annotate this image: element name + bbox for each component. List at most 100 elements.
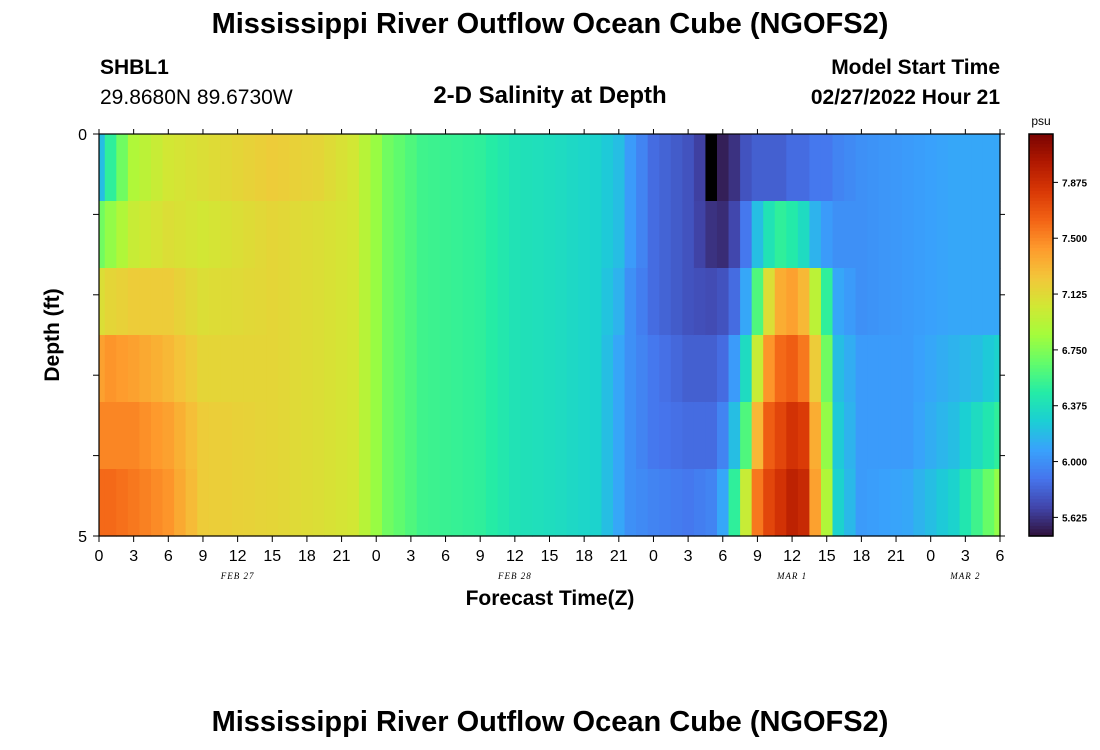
heatmap-cell — [254, 469, 268, 537]
heatmap-cell — [670, 335, 683, 403]
heatmap-cell — [289, 134, 302, 202]
heatmap-cell — [254, 134, 268, 202]
colorbar-segment — [1029, 308, 1053, 313]
colorbar-segment — [1029, 268, 1053, 272]
heatmap-cell — [809, 134, 822, 202]
x-tick-label: 3 — [961, 548, 970, 565]
heatmap-cell — [116, 402, 129, 470]
heatmap-cell — [243, 268, 256, 336]
heatmap-cell — [670, 134, 683, 202]
heatmap-cell — [728, 335, 741, 403]
colorbar-tick-label: 6.375 — [1062, 402, 1087, 413]
colorbar-segment — [1029, 170, 1053, 175]
colorbar-segment — [1029, 532, 1053, 537]
heatmap-cell — [266, 134, 279, 202]
colorbar-segment — [1029, 288, 1053, 293]
heatmap-cell — [509, 201, 522, 269]
colorbar-segment — [1029, 515, 1053, 520]
heatmap-cell — [659, 335, 672, 403]
colorbar-segment — [1029, 455, 1053, 460]
colorbar-segment — [1029, 415, 1053, 420]
heatmap-cell — [555, 335, 568, 403]
heatmap-cell — [312, 402, 325, 470]
heatmap-cell — [959, 201, 972, 269]
heatmap-cell — [716, 402, 730, 470]
heatmap-cell — [243, 134, 256, 202]
heatmap-cell — [324, 469, 337, 537]
heatmap-cell — [832, 335, 845, 403]
heatmap-cell — [231, 134, 244, 202]
heatmap-cells — [99, 134, 1001, 537]
colorbar-segment — [1029, 485, 1053, 490]
heatmap-cell — [428, 201, 441, 269]
x-tick-label: 12 — [506, 548, 524, 565]
heatmap-cell — [324, 201, 337, 269]
colorbar-segment — [1029, 301, 1053, 306]
heatmap-cell — [116, 268, 129, 336]
heatmap-cell — [405, 335, 418, 403]
heatmap-cell — [740, 335, 753, 403]
colorbar-segment — [1029, 499, 1053, 504]
heatmap-cell — [751, 268, 764, 336]
colorbar-segment — [1029, 529, 1053, 534]
heatmap-cell — [104, 134, 117, 202]
heatmap-cell — [809, 335, 822, 403]
heatmap-cell — [948, 134, 961, 202]
x-tick-label: 9 — [753, 548, 762, 565]
heatmap-cell — [959, 134, 972, 202]
heatmap-cell — [670, 268, 683, 336]
heatmap-cell — [139, 335, 152, 403]
colorbar-segment — [1029, 281, 1053, 286]
heatmap-cell — [924, 469, 938, 537]
x-tick-label: 3 — [684, 548, 693, 565]
colorbar-segment — [1029, 298, 1053, 303]
heatmap-cell — [254, 335, 268, 403]
colorbar-segment — [1029, 177, 1053, 182]
colorbar-segment — [1029, 355, 1053, 360]
heatmap-cell — [763, 268, 776, 336]
heatmap-cell — [301, 201, 314, 269]
heatmap-cell — [728, 402, 741, 470]
heatmap-cell — [358, 335, 372, 403]
heatmap-cell — [763, 201, 776, 269]
heatmap-cell — [613, 335, 626, 403]
heatmap-cell — [890, 134, 903, 202]
heatmap-cell — [278, 469, 291, 537]
heatmap-cell — [532, 469, 545, 537]
heatmap-cell — [278, 268, 291, 336]
heatmap-cell — [254, 402, 268, 470]
heatmap-cell — [948, 268, 961, 336]
heatmap-cell — [959, 335, 972, 403]
colorbar-segment — [1029, 368, 1053, 373]
heatmap-cell — [139, 268, 152, 336]
heatmap-cell — [451, 335, 464, 403]
heatmap-cell — [786, 268, 799, 336]
x-tick-label: 15 — [818, 548, 836, 565]
heatmap-cell — [162, 268, 175, 336]
colorbar-segment — [1029, 492, 1053, 497]
heatmap-cell — [809, 469, 822, 537]
colorbar-unit: psu — [1031, 114, 1050, 128]
heatmap-cell — [405, 134, 418, 202]
heatmap-cell — [578, 335, 591, 403]
heatmap-cell — [220, 134, 233, 202]
heatmap-cell — [878, 201, 891, 269]
heatmap-cell — [624, 469, 637, 537]
heatmap-cell — [439, 268, 452, 336]
colorbar-segment — [1029, 261, 1053, 266]
heatmap-cell — [555, 201, 568, 269]
heatmap-cell — [370, 402, 383, 470]
heatmap-cell — [127, 268, 141, 336]
heatmap-cell — [659, 402, 672, 470]
colorbar-segment — [1029, 154, 1053, 159]
heatmap-cell — [601, 201, 614, 269]
heatmap-cell — [601, 134, 614, 202]
colorbar-segment — [1029, 254, 1053, 259]
heatmap-cell — [994, 335, 1001, 403]
heatmap-cell — [982, 268, 995, 336]
heatmap-cell — [485, 268, 499, 336]
heatmap-cell — [844, 268, 857, 336]
heatmap-cell — [185, 402, 198, 470]
heatmap-cell — [347, 469, 360, 537]
heatmap-cell — [786, 201, 799, 269]
